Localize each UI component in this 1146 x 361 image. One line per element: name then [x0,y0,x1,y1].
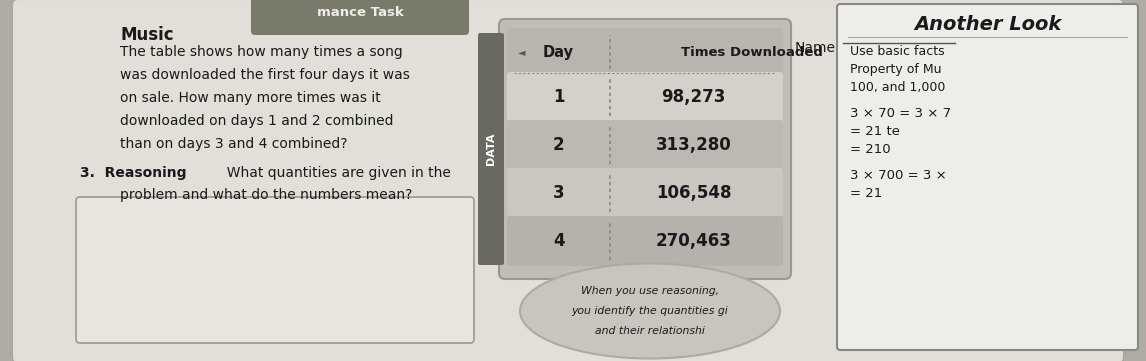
FancyBboxPatch shape [507,28,783,76]
Text: 100, and 1,000: 100, and 1,000 [850,81,945,94]
Text: downloaded on days 1 and 2 combined: downloaded on days 1 and 2 combined [120,114,393,128]
Text: Music: Music [120,26,174,44]
Text: and their relationshi: and their relationshi [595,326,705,336]
FancyBboxPatch shape [507,216,783,266]
Text: 313,280: 313,280 [656,136,731,154]
Text: than on days 3 and 4 combined?: than on days 3 and 4 combined? [120,137,347,151]
FancyBboxPatch shape [507,168,783,218]
Text: 98,273: 98,273 [661,88,725,106]
FancyBboxPatch shape [76,197,474,343]
Text: problem and what do the numbers mean?: problem and what do the numbers mean? [120,188,413,202]
Text: = 21 te: = 21 te [850,125,900,138]
Text: 106,548: 106,548 [656,184,731,202]
FancyBboxPatch shape [11,0,1124,361]
Text: Day: Day [543,44,574,60]
Text: 3.  Reasoning: 3. Reasoning [80,166,187,180]
Text: 270,463: 270,463 [656,232,731,250]
FancyBboxPatch shape [837,4,1138,350]
Text: 1: 1 [552,88,564,106]
FancyBboxPatch shape [507,72,783,122]
Text: = 21: = 21 [850,187,882,200]
Text: Another Look: Another Look [913,15,1061,34]
Text: on sale. How many more times was it: on sale. How many more times was it [120,91,380,105]
Text: Property of Mu: Property of Mu [850,63,942,76]
Text: 3 × 700 = 3 ×: 3 × 700 = 3 × [850,169,947,182]
Text: Times Downloaded: Times Downloaded [681,45,823,58]
Text: 4: 4 [552,232,565,250]
FancyBboxPatch shape [478,33,504,265]
Text: Use basic facts: Use basic facts [850,45,944,58]
Text: mance Task: mance Task [316,6,403,19]
Text: = 210: = 210 [850,143,890,156]
Ellipse shape [520,264,780,358]
Text: 3: 3 [552,184,565,202]
Text: What quantities are given in the: What quantities are given in the [218,166,450,180]
FancyBboxPatch shape [499,19,791,279]
Text: When you use reasoning,: When you use reasoning, [581,286,719,296]
Text: The table shows how many times a song: The table shows how many times a song [120,45,402,59]
Text: Name: Name [795,41,835,55]
Text: 2: 2 [552,136,565,154]
Text: ◄: ◄ [518,47,526,57]
Text: you identify the quantities gi: you identify the quantities gi [572,306,729,316]
Text: was downloaded the first four days it was: was downloaded the first four days it wa… [120,68,410,82]
FancyBboxPatch shape [507,120,783,170]
FancyBboxPatch shape [251,0,469,35]
Text: DATA: DATA [486,133,496,165]
Text: 3 × 70 = 3 × 7: 3 × 70 = 3 × 7 [850,107,951,120]
